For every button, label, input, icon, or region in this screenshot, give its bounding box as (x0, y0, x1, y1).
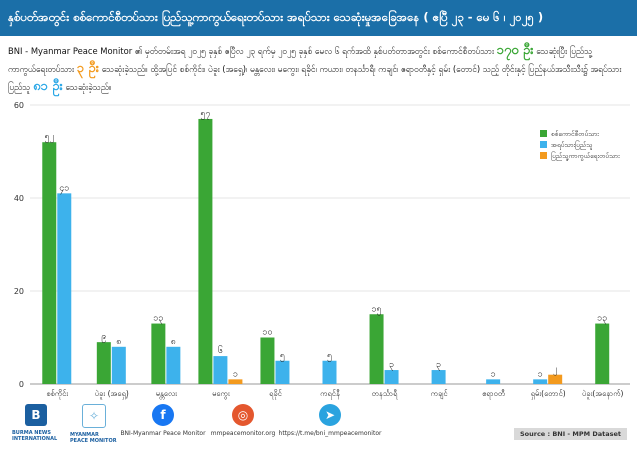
legend-swatch (540, 130, 547, 137)
bar (384, 370, 399, 384)
bar (42, 142, 57, 384)
legend-label: စစ်ကောင်စီတပ်သား (551, 130, 599, 138)
facebook-label: BNI-Myanmar Peace Monitor (120, 430, 206, 437)
legend-label: အရပ်သားပြည်သူ (551, 140, 593, 150)
bar (260, 337, 275, 384)
data-label: ၅ (327, 351, 332, 362)
bar (166, 346, 181, 384)
website-label: mmpeacemonitor.org (210, 430, 276, 437)
subtitle-text-2: သေဆုံးပြီး ပြည်သူ့ကာကွယ်ရေးတပ်သား (8, 46, 593, 74)
facebook-icon: f (152, 404, 174, 426)
data-label: ၁ (538, 369, 543, 379)
data-label: ၉ (101, 332, 106, 343)
x-tick-label: ဧရာဝတီ (482, 389, 505, 399)
telegram-label: https://t.me/bni_mmpeacemonitor (278, 430, 382, 437)
org2-label: MYANMAR PEACE MONITOR (70, 432, 117, 444)
x-tick-label: ကရင်နီ (320, 389, 340, 399)
data-label: ၃ (389, 360, 394, 371)
source-label: Source : BNI - MPM Dataset (513, 428, 627, 440)
y-tick-label: 40 (14, 194, 24, 203)
bar (198, 118, 213, 384)
telegram-icon: ➤ (319, 404, 341, 426)
data-label: ၁၀ (262, 328, 272, 338)
bni-logo: B BURMA NEWS INTERNATIONAL (12, 404, 60, 442)
data-label: ၅၇ (200, 109, 210, 120)
subtitle-text-4: သေဆုံးခဲ့သည်။ (62, 82, 112, 92)
data-label: ၁၃ (153, 314, 163, 325)
data-label: ၈ (116, 337, 121, 347)
website-link[interactable]: ◎ mmpeacemonitor.org (198, 404, 288, 437)
subtitle-text-1: BNI - Myanmar Peace Monitor ၏ မှတ်တမ်းအရ… (8, 46, 494, 56)
x-tick-label: ပဲခူး (အရှေ့) (95, 389, 129, 399)
bar (228, 379, 243, 384)
data-label: ၅၂ (45, 132, 54, 143)
data-label: ၃ (436, 360, 441, 371)
bar (533, 379, 548, 384)
footer: B BURMA NEWS INTERNATIONAL ✧ MYANMAR PEA… (0, 404, 637, 450)
telegram-link[interactable]: ➤ https://t.me/bni_mmpeacemonitor (270, 404, 390, 437)
x-tick-label: စစ်ကိုင်း (46, 389, 68, 399)
sac-count: ၁၇၀ ဦး (496, 43, 534, 58)
data-label: ၁၅ (371, 304, 381, 315)
bar (595, 323, 610, 384)
pdf-count: ၃ ဦး (76, 61, 100, 76)
legend-swatch (540, 152, 547, 159)
data-label: ၈ (171, 337, 176, 347)
x-tick-label: မကွေး (212, 389, 230, 399)
y-tick-label: 20 (14, 287, 24, 296)
bar (369, 314, 384, 384)
subtitle: BNI - Myanmar Peace Monitor ၏ မှတ်တမ်းအရ… (8, 42, 630, 96)
bar (213, 356, 228, 384)
data-label: ၅ (280, 351, 285, 362)
x-tick-label: ရခိုင် (269, 389, 282, 399)
globe-icon: ◎ (232, 404, 254, 426)
x-tick-label: ပဲခူး(အနောက်) (582, 389, 624, 399)
x-tick-label: တနင်္သာရီ (372, 389, 399, 399)
bar (96, 342, 111, 384)
bar (57, 193, 72, 384)
legend-swatch (540, 141, 547, 148)
data-label: ၂ (553, 365, 557, 376)
x-tick-label: မန္တလေး (156, 389, 177, 399)
data-label: ၆ (218, 345, 223, 356)
facebook-link[interactable]: f BNI-Myanmar Peace Monitor (118, 404, 208, 437)
data-label: ၁၃ (597, 314, 607, 325)
x-tick-label: ကချင် (431, 389, 448, 399)
bar (431, 370, 446, 384)
org1-label: BURMA NEWS INTERNATIONAL (12, 430, 58, 442)
bar (548, 374, 563, 384)
dove-icon: ✧ (82, 404, 106, 428)
bni-logo-icon: B (25, 404, 47, 426)
data-label: ၄၁ (59, 183, 69, 194)
bar (275, 360, 290, 384)
page-title: နှစ်ပတ်အတွင်း စစ်ကောင်စီတပ်သား ပြည်သူ့ကာ… (0, 0, 637, 36)
bar (151, 323, 166, 384)
y-tick-label: 60 (14, 101, 24, 110)
bar (322, 360, 337, 384)
data-label: ၁ (491, 369, 496, 379)
data-label: ၁ (233, 369, 238, 379)
civilian-count: ၈၁ ဦး (33, 79, 63, 94)
bar (111, 346, 126, 384)
mpm-logo: ✧ MYANMAR PEACE MONITOR (70, 404, 118, 444)
y-tick-label: 0 (19, 380, 24, 389)
bar (486, 379, 501, 384)
legend-label: ပြည်သူ့ကာကွယ်ရေးတပ်သား (551, 151, 620, 161)
x-tick-label: ရှမ်း(တောင်) (531, 389, 566, 399)
subtitle-text-3: သေဆုံးခဲ့သည်။ ထို့အပြင် စစ်ကိုင်း၊ ပဲခူး… (8, 64, 622, 92)
